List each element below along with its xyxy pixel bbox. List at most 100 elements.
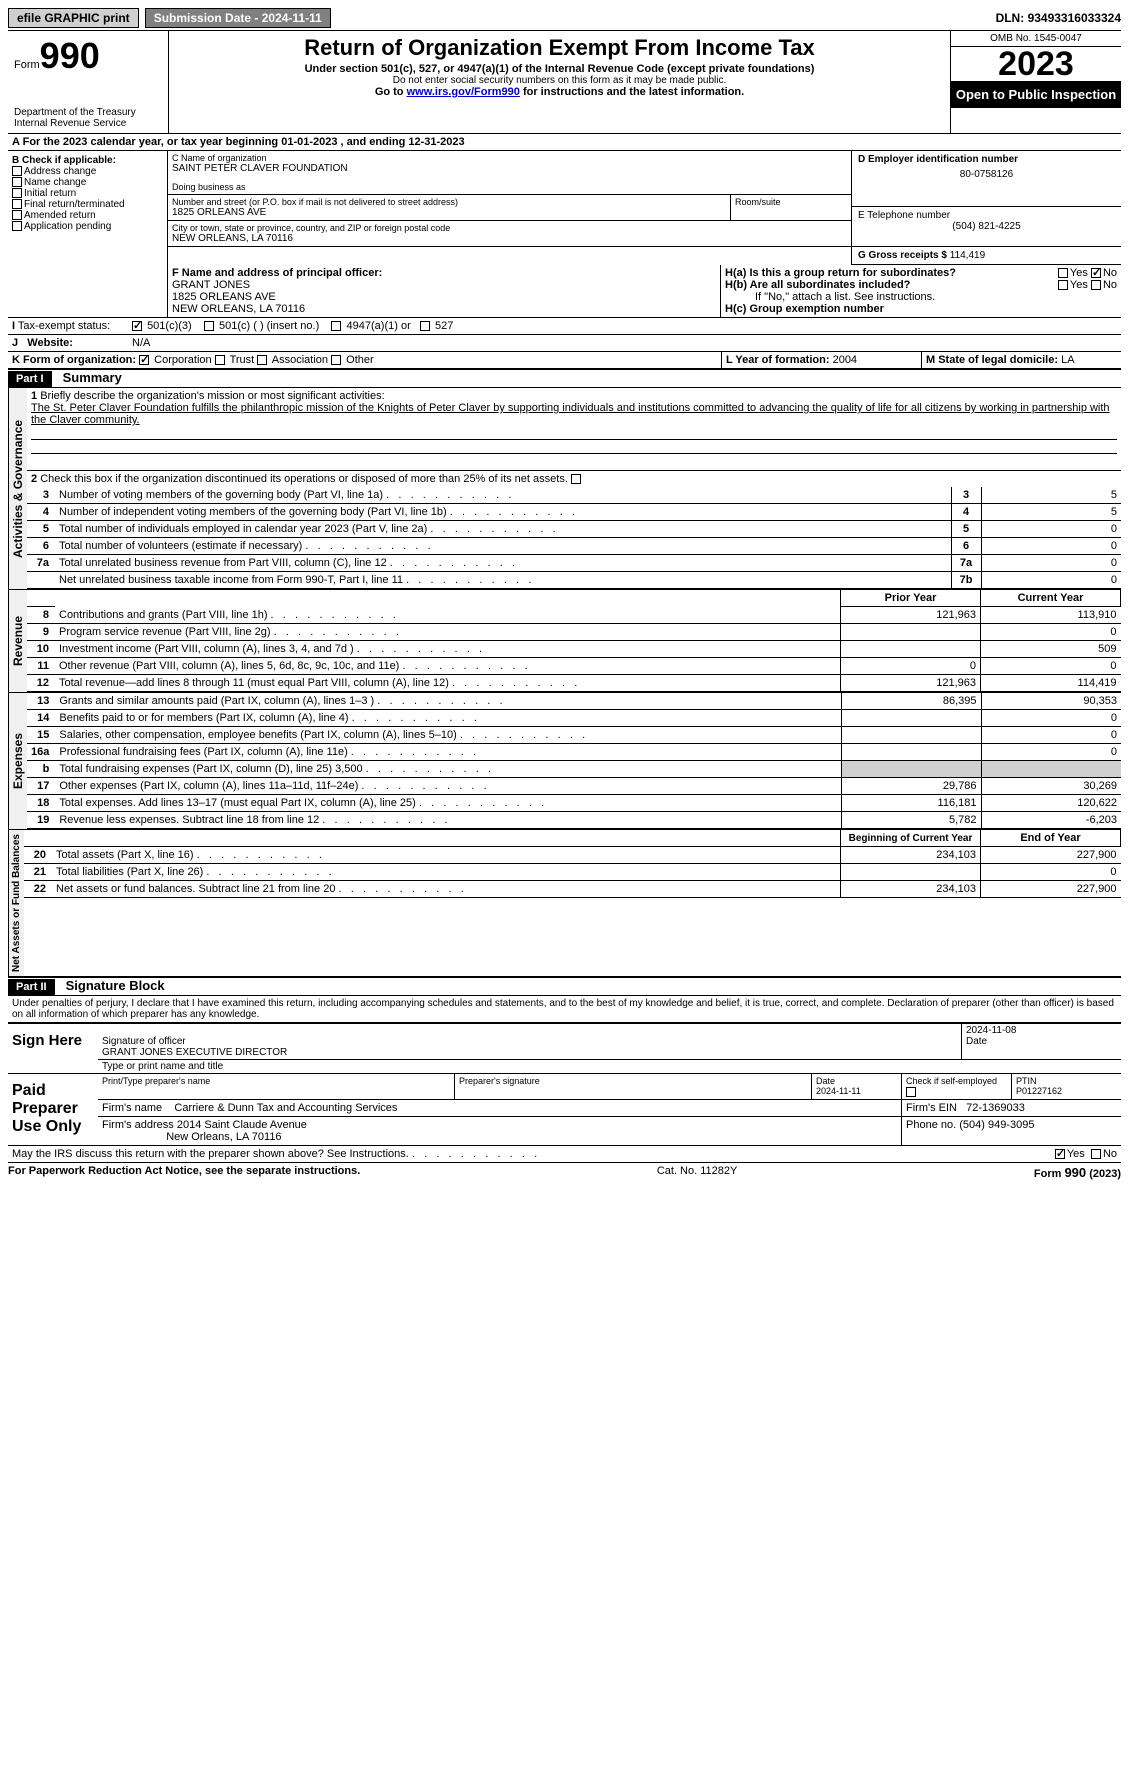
a-mid: , and ending: [337, 136, 408, 148]
opt-address: Address change: [24, 166, 96, 177]
declaration-text: Under penalties of perjury, I declare th…: [8, 996, 1121, 1022]
opt-corp: Corporation: [154, 354, 211, 366]
chk-name[interactable]: [12, 177, 22, 187]
chk-selfemp[interactable]: [906, 1087, 916, 1097]
footer-right: Form 990 (2023): [1034, 1165, 1121, 1180]
goto-pre: Go to: [375, 86, 407, 98]
firm-name: Carriere & Dunn Tax and Accounting Servi…: [174, 1102, 397, 1114]
tax-year: 2023: [951, 47, 1121, 81]
part2-header: Part II Signature Block: [8, 977, 1121, 996]
chk-trust[interactable]: [215, 355, 225, 365]
ha-label: H(a) Is this a group return for subordin…: [725, 267, 956, 279]
name-type-label: Type or print name and title: [102, 1061, 223, 1072]
firm-addr2: New Orleans, LA 70116: [166, 1131, 281, 1143]
opt-501c: 501(c) ( ) (insert no.): [219, 320, 319, 332]
hb-yes[interactable]: [1058, 280, 1068, 290]
hb-no[interactable]: [1091, 280, 1101, 290]
submission-date-btn[interactable]: Submission Date - 2024-11-11: [145, 8, 331, 28]
opt-assoc: Association: [272, 354, 328, 366]
row-fh: F Name and address of principal officer:…: [8, 265, 1121, 318]
vlabel-exp: Expenses: [8, 693, 27, 829]
irs-link[interactable]: www.irs.gov/Form990: [407, 86, 520, 98]
rev-table: Prior Year Current Year 8Contributions a…: [27, 590, 1121, 692]
dln-val: 93493316033324: [1028, 11, 1121, 25]
ha-yes[interactable]: [1058, 268, 1068, 278]
chk-address[interactable]: [12, 166, 22, 176]
chk-initial[interactable]: [12, 188, 22, 198]
chk-527[interactable]: [420, 321, 430, 331]
footer-mid: Cat. No. 11282Y: [657, 1165, 738, 1180]
opt-final: Final return/terminated: [24, 199, 125, 210]
chk-other[interactable]: [331, 355, 341, 365]
yes-lbl: Yes: [1070, 267, 1088, 279]
chk-501c[interactable]: [204, 321, 214, 331]
exp-table: 13Grants and similar amounts paid (Part …: [27, 693, 1121, 829]
part2-title: Signature Block: [58, 978, 165, 993]
firm-label: Firm's name: [102, 1102, 162, 1114]
sign-here-label: Sign Here: [8, 1024, 98, 1073]
c-name-label: C Name of organization: [172, 153, 847, 163]
chk-assoc[interactable]: [257, 355, 267, 365]
ein-val: 80-0758126: [858, 169, 1115, 180]
col-eoy: End of Year: [981, 830, 1121, 847]
col-prior: Prior Year: [841, 590, 981, 607]
dba-label: Doing business as: [172, 182, 847, 192]
firm-ein: 72-1369033: [966, 1102, 1025, 1114]
chk-pending[interactable]: [12, 221, 22, 231]
discuss-yes-lbl: Yes: [1067, 1148, 1085, 1160]
opt-pending: Application pending: [24, 221, 111, 232]
discuss-yes[interactable]: [1055, 1149, 1065, 1159]
opt-4947: 4947(a)(1) or: [347, 320, 411, 332]
form-number: 990: [40, 35, 100, 76]
form-sub2: Do not enter social security numbers on …: [175, 75, 944, 86]
discuss-no[interactable]: [1091, 1149, 1101, 1159]
row-klm: K Form of organization: Corporation Trus…: [8, 352, 1121, 369]
no-lbl: No: [1103, 267, 1117, 279]
footer: For Paperwork Reduction Act Notice, see …: [8, 1163, 1121, 1180]
chk-l2[interactable]: [571, 474, 581, 484]
ptin-label: PTIN: [1016, 1076, 1037, 1086]
chk-corp[interactable]: [139, 355, 149, 365]
firm-ein-label: Firm's EIN: [906, 1102, 957, 1114]
row-j: J Website: N/A: [8, 335, 1121, 352]
row-a: A For the 2023 calendar year, or tax yea…: [8, 134, 1121, 151]
discuss-text: May the IRS discuss this return with the…: [12, 1148, 537, 1160]
org-addr: 1825 ORLEANS AVE: [172, 207, 726, 218]
paid-prep-block: Paid Preparer Use Only Print/Type prepar…: [8, 1074, 1121, 1146]
sign-block: Sign Here Signature of officer GRANT JON…: [8, 1022, 1121, 1146]
f-label: F Name and address of principal officer:: [172, 267, 716, 279]
subdate-val: 2024-11-11: [262, 11, 322, 25]
row-i: I Tax-exempt status: 501(c)(3) 501(c) ( …: [8, 318, 1121, 335]
ha-no[interactable]: [1091, 268, 1101, 278]
part1-header: Part I Summary: [8, 369, 1121, 388]
a-text: For the 2023 calendar year, or tax year …: [23, 136, 282, 148]
sig-label: Signature of officer: [102, 1036, 186, 1047]
form-title: Return of Organization Exempt From Incom…: [175, 35, 944, 61]
room-label: Room/suite: [735, 197, 847, 207]
vlabel-rev: Revenue: [8, 590, 27, 692]
discuss-row: May the IRS discuss this return with the…: [8, 1146, 1121, 1163]
col-c: C Name of organization SAINT PETER CLAVE…: [168, 151, 851, 265]
dln-label: DLN:: [996, 11, 1028, 25]
form-label: Form: [14, 59, 40, 71]
efile-btn[interactable]: efile GRAPHIC print: [8, 8, 139, 28]
section-revenue: Revenue Prior Year Current Year 8Contrib…: [8, 590, 1121, 693]
l-label: L Year of formation:: [726, 354, 830, 366]
part1-title: Summary: [55, 370, 122, 385]
sig-date-label: Date: [966, 1036, 987, 1047]
org-city: NEW ORLEANS, LA 70116: [172, 233, 847, 244]
chk-amended[interactable]: [12, 210, 22, 220]
chk-4947[interactable]: [331, 321, 341, 331]
opt-527: 527: [435, 320, 453, 332]
hc-label: H(c) Group exemption number: [725, 303, 884, 315]
vlabel-net: Net Assets or Fund Balances: [8, 830, 24, 976]
discuss-no-lbl: No: [1103, 1148, 1117, 1160]
k-label: K Form of organization:: [12, 354, 136, 366]
chk-501c3[interactable]: [132, 321, 142, 331]
gross-val: 114,419: [950, 250, 985, 261]
section-net: Net Assets or Fund Balances Beginning of…: [8, 830, 1121, 977]
chk-final[interactable]: [12, 199, 22, 209]
l-val: 2004: [833, 354, 857, 366]
net-table: Beginning of Current Year End of Year 20…: [24, 830, 1121, 898]
subdate-label: Submission Date -: [154, 11, 262, 25]
